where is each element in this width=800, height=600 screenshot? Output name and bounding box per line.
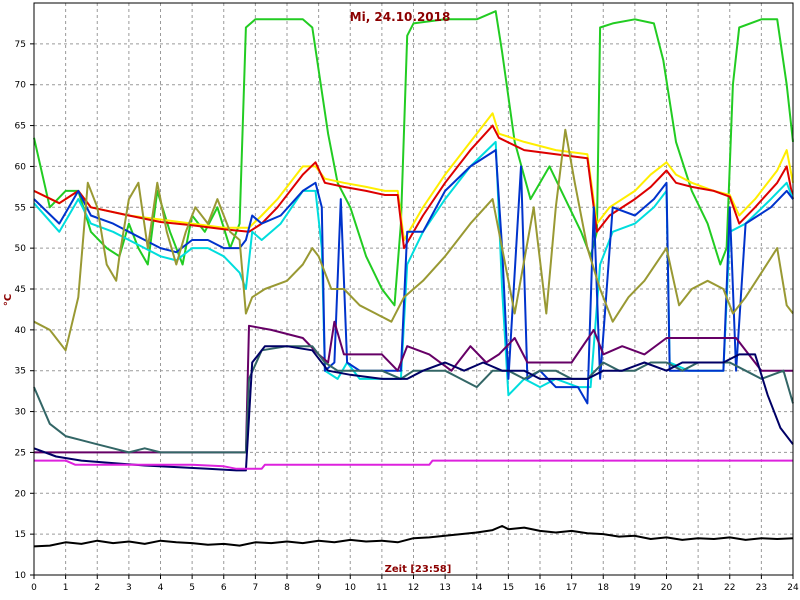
x-tick-label: 24 — [787, 583, 799, 593]
x-tick-label: 9 — [316, 583, 322, 593]
y-tick-label: 55 — [15, 203, 26, 213]
x-tick-label: 2 — [94, 583, 100, 593]
series-line-2 — [33, 112, 794, 241]
x-tick-label: 17 — [566, 583, 577, 593]
series-line-11 — [33, 525, 794, 548]
y-tick-label: 60 — [15, 162, 27, 172]
y-tick-label: 20 — [15, 489, 27, 499]
x-tick-label: 15 — [503, 583, 514, 593]
x-tick-label: 8 — [284, 583, 290, 593]
y-tick-label: 50 — [15, 244, 27, 254]
y-tick-label: 40 — [15, 326, 27, 336]
x-axis-title: Zeit [23:58] — [385, 564, 452, 575]
series-layer — [33, 10, 794, 548]
y-tick-label: 35 — [15, 367, 26, 377]
x-tick-label: 3 — [126, 583, 132, 593]
x-tick-label: 1 — [63, 583, 69, 593]
x-tick-label: 14 — [471, 583, 483, 593]
x-tick-label: 6 — [221, 583, 227, 593]
y-tick-label: 45 — [15, 285, 26, 295]
x-tick-label: 18 — [598, 583, 610, 593]
y-axis-title: °C — [3, 294, 14, 306]
y-tick-label: 75 — [15, 40, 26, 50]
x-tick-label: 16 — [534, 583, 546, 593]
axis-layer: 0 1 2 3 4 5 6 7 8 9 10 11 12 13 14 15 16 17 18 19 20 21 22 23 24… — [15, 2, 799, 593]
series-line-6 — [33, 128, 794, 352]
y-tick-label: 15 — [15, 530, 26, 540]
x-tick-label: 0 — [31, 583, 37, 593]
y-tick-label: 65 — [15, 122, 26, 132]
series-line-3 — [33, 124, 794, 250]
series-line-9 — [33, 345, 794, 472]
x-tick-label: 11 — [376, 583, 387, 593]
x-tick-label: 19 — [629, 583, 641, 593]
x-tick-label: 10 — [345, 583, 357, 593]
x-tick-label: 22 — [724, 583, 735, 593]
y-tick-label: 30 — [15, 408, 27, 418]
y-tick-label: 70 — [15, 81, 27, 91]
series-line-10 — [34, 459, 793, 470]
x-tick-label: 7 — [253, 583, 259, 593]
y-tick-label: 25 — [15, 448, 26, 458]
x-tick-label: 21 — [692, 583, 703, 593]
x-tick-label: 12 — [408, 583, 419, 593]
x-tick-label: 23 — [756, 583, 767, 593]
y-tick-label: 10 — [15, 571, 27, 581]
chart-title: Mi, 24.10.2018 — [350, 10, 451, 24]
x-tick-label: 5 — [189, 583, 195, 593]
series-line-5 — [33, 149, 794, 405]
x-tick-label: 4 — [158, 583, 164, 593]
x-tick-label: 13 — [439, 583, 450, 593]
x-tick-label: 20 — [661, 583, 673, 593]
